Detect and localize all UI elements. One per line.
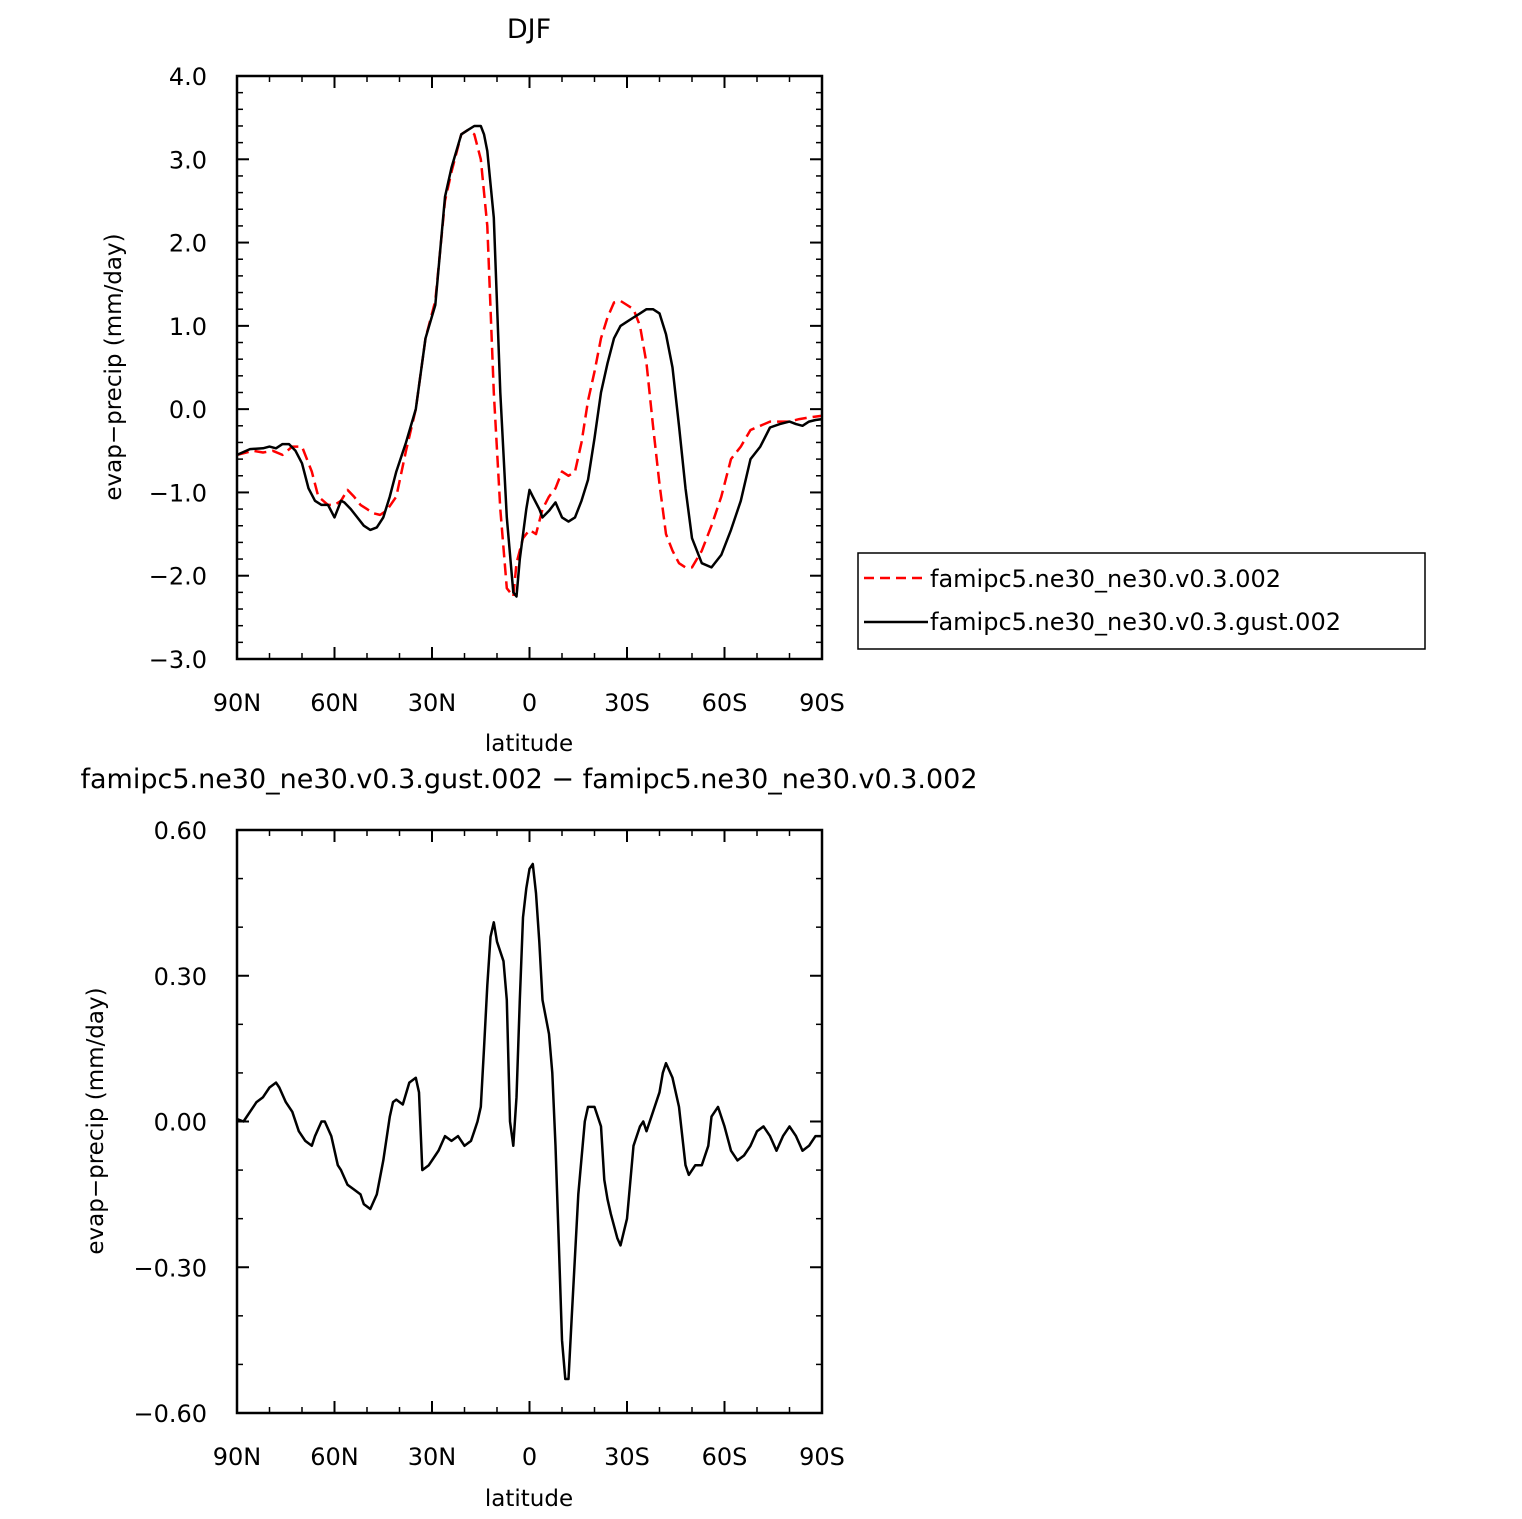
top-x-tick-label: 30N [408, 689, 457, 717]
top-y-tick-label: −1.0 [149, 479, 207, 507]
bottom-y-tick-label: 0.00 [154, 1109, 207, 1137]
bottom-x-tick-label: 90N [213, 1443, 262, 1471]
top-ylabel: evap−precip (mm/day) [101, 233, 127, 500]
top-title: DJF [507, 14, 551, 45]
top-x-tick-label: 90N [213, 689, 262, 717]
top-axis-ticks: 90N 60N 30N 0 30S 60S 90S 4.0 3.0 2.0 1.0 0.0 −1.0 −2… [149, 63, 845, 717]
top-y-tick-label: −2.0 [149, 563, 207, 591]
bottom-x-tick-label: 0 [522, 1443, 537, 1471]
top-y-tick-label: 0.0 [169, 396, 207, 424]
bottom-y-tick-label: 0.60 [154, 817, 207, 845]
top-y-tick-label: 3.0 [169, 146, 207, 174]
top-y-tick-label: 4.0 [169, 63, 207, 91]
top-plot-frame [235, 74, 824, 661]
legend-box [857, 552, 1426, 650]
legend-label-series-1: famipc5.ne30_ne30.v0.3.002 [930, 565, 1281, 593]
bottom-x-tick-label: 90S [799, 1443, 845, 1471]
top-x-tick-label: 60N [310, 689, 359, 717]
top-x-tick-label: 0 [522, 689, 537, 717]
top-legend: famipc5.ne30_ne30.v0.3.002 famipc5.ne30_… [857, 552, 1426, 650]
bottom-axis-ticks: 90N 60N 30N 0 30S 60S 90S 0.60 0.30 0.00 −0.30 −0.6… [133, 817, 844, 1471]
top-x-tick-label: 60S [702, 689, 748, 717]
top-y-tick-label: −3.0 [149, 646, 207, 674]
top-series-lines [236, 124, 823, 598]
bottom-ylabel: evap−precip (mm/day) [83, 987, 109, 1254]
top-x-tick-label: 30S [604, 689, 650, 717]
top-xlabel: latitude [485, 731, 573, 757]
bottom-y-tick-label: −0.60 [133, 1400, 207, 1428]
bottom-x-tick-label: 30S [604, 1443, 650, 1471]
bottom-plot-frame [235, 828, 824, 1415]
legend-label-series-2: famipc5.ne30_ne30.v0.3.gust.002 [930, 608, 1341, 636]
top-series-line-2 [236, 124, 823, 598]
bottom-series-line-1 [236, 862, 822, 1381]
top-series-line-1 [236, 128, 823, 598]
bottom-title: famipc5.ne30_ne30.v0.3.gust.002 − famipc… [80, 764, 977, 795]
top-y-tick-label: 2.0 [169, 230, 207, 258]
top-panel: DJF evap−precip (mm/day) latitude 90N 60N… [101, 14, 1426, 757]
top-y-tick-label: 1.0 [169, 313, 207, 341]
bottom-panel: famipc5.ne30_ne30.v0.3.gust.002 − famipc… [80, 764, 977, 1512]
bottom-xlabel: latitude [485, 1486, 573, 1512]
bottom-x-tick-label: 30N [408, 1443, 457, 1471]
bottom-x-tick-label: 60N [310, 1443, 359, 1471]
bottom-x-tick-label: 60S [702, 1443, 748, 1471]
top-x-tick-label: 90S [799, 689, 845, 717]
bottom-y-tick-label: −0.30 [133, 1254, 207, 1282]
bottom-y-tick-label: 0.30 [154, 963, 207, 991]
bottom-series-lines [236, 862, 822, 1381]
